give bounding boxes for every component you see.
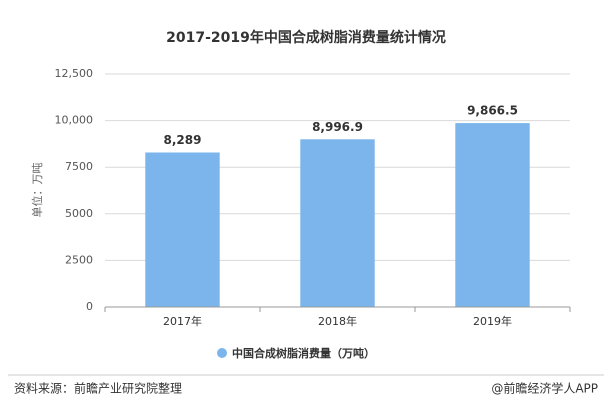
value-label: 9,866.5 [467, 104, 518, 118]
source: 资料来源：前瞻产业研究院整理 [14, 381, 182, 396]
y-axis-label: 单位：万吨 [30, 163, 44, 218]
y-tick-label: 12,500 [55, 67, 94, 80]
bar [455, 123, 530, 307]
y-tick-label: 0 [86, 300, 93, 313]
bar [145, 152, 220, 307]
y-tick-label: 2500 [65, 253, 93, 266]
x-tick-label: 2017年 [163, 314, 202, 328]
bar [300, 139, 375, 307]
y-tick-label: 10,000 [55, 114, 94, 127]
x-tick-label: 2019年 [473, 314, 512, 328]
x-tick-label: 2018年 [318, 314, 357, 328]
y-tick-label: 7500 [65, 160, 93, 173]
y-tick-label: 5000 [65, 207, 93, 220]
chart-title: 2017-2019年中国合成树脂消费量统计情况 [166, 29, 446, 46]
legend-label: 中国合成树脂消费量（万吨） [232, 346, 375, 360]
legend-marker [217, 348, 227, 358]
value-label: 8,996.9 [312, 120, 363, 134]
credit: @前瞻经济学人APP [491, 381, 598, 396]
value-label: 8,289 [164, 133, 202, 147]
